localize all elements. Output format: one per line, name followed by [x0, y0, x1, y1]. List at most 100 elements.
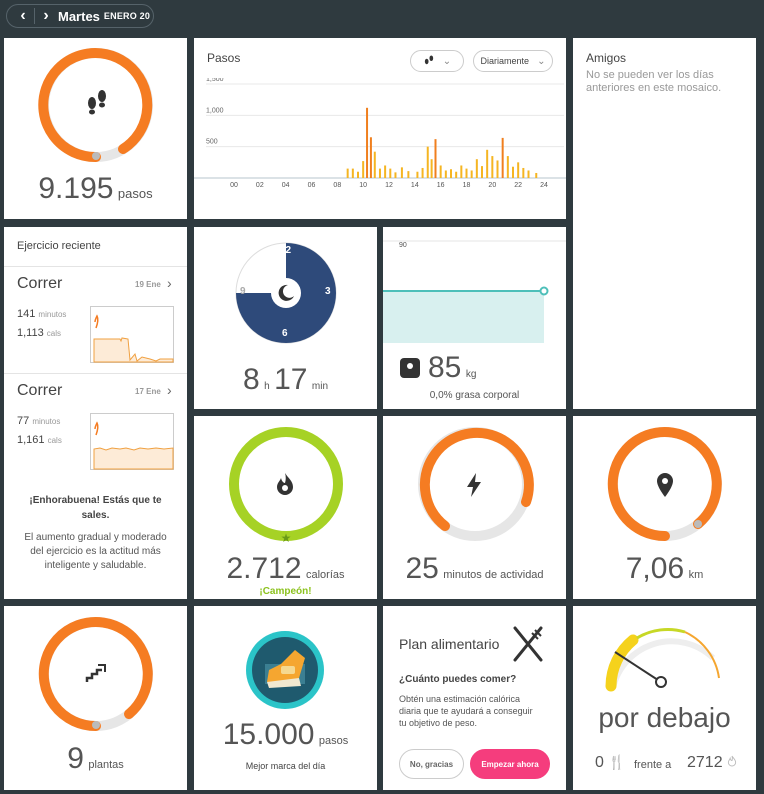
steps-progress-arc	[38, 48, 153, 163]
steps-bar	[357, 171, 359, 178]
exercise-cals-unit: cals	[47, 436, 62, 445]
chevron-down-icon: ⌄	[442, 55, 452, 67]
steps-bar	[378, 168, 381, 178]
next-day-button[interactable]: ›	[43, 7, 49, 24]
friends-message: No se pueden ver los días anteriores en …	[586, 69, 722, 94]
steps-tile[interactable]: 9.195 pasos	[4, 38, 187, 219]
versus-label: frente a	[634, 759, 672, 771]
exercise-date: 17 Ene	[135, 387, 161, 396]
x-tick-label: 12	[385, 182, 393, 189]
badge-unit: pasos	[318, 735, 349, 747]
period-dropdown[interactable]: Diariamente ⌄	[473, 50, 553, 72]
chevron-down-icon: ⌄	[537, 55, 546, 67]
balance-status: por debajo	[598, 702, 731, 733]
floors-tile[interactable]: 9 plantas	[4, 606, 187, 790]
exercise-minutes-unit: minutos	[38, 310, 67, 319]
champion-badge: ¡Campeón!	[259, 586, 312, 597]
x-tick-label: 22	[514, 182, 522, 189]
body-fat-label: 0,0% grasa corporal	[429, 390, 520, 401]
flame-icon	[277, 473, 293, 495]
active-progress-ring	[418, 427, 534, 541]
x-tick-label: 04	[282, 182, 290, 189]
steps-filter-dropdown[interactable]: ⌄	[410, 50, 464, 72]
period-label: Diariamente	[480, 56, 530, 66]
chevron-right-icon[interactable]: ›	[167, 382, 172, 398]
steps-bar	[430, 159, 433, 178]
clock-label-12: 12	[280, 245, 292, 256]
steps-bar	[481, 166, 483, 178]
calories-tile[interactable]: ★ 2.712 calorías ¡Campeón!	[194, 416, 377, 599]
distance-tile[interactable]: 7,06 km	[573, 416, 756, 599]
start-now-button[interactable]: Empezar ahora	[470, 749, 550, 779]
steps-bar	[421, 167, 424, 178]
weight-tile[interactable]: 90 85 85 kg 0,0% grasa corporal	[383, 227, 566, 409]
y-tick-label: 500	[206, 139, 218, 146]
calories-eaten: 0	[595, 754, 604, 771]
friends-tile[interactable]: Amigos No se pueden ver los días anterio…	[573, 38, 756, 409]
steps-bar	[491, 156, 494, 178]
exercise-cals-unit: cals	[46, 329, 62, 338]
clock-label-3: 3	[325, 286, 331, 297]
steps-bar	[439, 165, 442, 178]
x-tick-label: 14	[411, 182, 419, 189]
steps-chart-tile[interactable]: Pasos ⌄ Diariamente ⌄ 1,500 1,000 500 00 02 0…	[194, 38, 566, 219]
steps-bar	[394, 172, 397, 178]
footsteps-icon	[88, 90, 106, 115]
sleep-minutes: 17	[274, 363, 308, 396]
congrats-body: El aumento gradual y moderado del ejerci…	[24, 532, 167, 571]
x-tick-label: 08	[333, 182, 341, 189]
steps-bar	[470, 170, 473, 178]
flame-icon	[94, 314, 99, 329]
steps-bar	[512, 166, 514, 178]
steps-bar	[527, 170, 530, 178]
date-label: ENERO 20	[103, 11, 151, 21]
badge-value: 15.000	[222, 718, 315, 751]
steps-bar	[465, 168, 468, 178]
steps-bar	[346, 168, 349, 178]
badge-tile[interactable]: 15.000 pasos Mejor marca del día	[194, 606, 377, 790]
chevron-right-icon[interactable]: ›	[167, 275, 172, 291]
y-tick-label: 1,000	[206, 107, 224, 114]
exercise-cals: 1,161	[17, 434, 45, 446]
exercise-item[interactable]: Correr 17 Ene › 77 minutos 1,161 cals	[4, 373, 187, 480]
exercise-item[interactable]: Correr 19 Ene › 141 minutos 1,113 cals	[4, 266, 187, 373]
steps-bar	[475, 159, 478, 178]
calories-unit: calorías	[306, 569, 345, 581]
chart-title: Pasos	[207, 51, 241, 65]
floors-progress-ring	[38, 617, 153, 732]
moon-icon	[278, 284, 294, 301]
day-label: Martes	[58, 8, 100, 24]
food-plan-question: ¿Cuánto puedes comer?	[399, 674, 517, 685]
active-minutes-unit: minutos de actividad	[443, 569, 544, 581]
food-plan-title: Plan alimentario	[399, 636, 500, 652]
previous-day-button[interactable]: ‹	[20, 7, 26, 24]
steps-bar	[362, 161, 365, 178]
steps-bar	[517, 162, 520, 178]
x-tick-label: 06	[308, 182, 316, 189]
recent-exercise-tile[interactable]: Ejercicio reciente Correr 19 Ene › 141 m…	[4, 227, 187, 599]
active-minutes-tile[interactable]: 25 minutos de actividad	[383, 416, 566, 599]
sleep-tile[interactable]: 12 3 6 9 8 h 17 min	[194, 227, 377, 409]
divider	[34, 8, 35, 24]
badge-caption: Mejor marca del día	[245, 761, 326, 771]
date-navigator: ‹ › Martes ENERO 20	[6, 4, 154, 28]
calorie-balance-tile[interactable]: por debajo 0 🍴 frente a 2712	[573, 606, 756, 790]
x-tick-label: 02	[256, 182, 264, 189]
decline-button[interactable]: No, gracias	[399, 749, 464, 779]
steps-bar	[384, 165, 387, 178]
steps-bar-chart: 1,500 1,000 500 00 02 04 06 08 10 12 14 16 18 20 22 24	[194, 78, 566, 189]
steps-bar	[496, 160, 499, 178]
x-tick-label: 00	[230, 182, 238, 189]
food-plan-body: Obtén una estimación calórica diaria que…	[399, 694, 533, 728]
steps-bar	[400, 167, 403, 178]
steps-value: 9.195	[38, 172, 114, 205]
exercise-name: Correr	[17, 382, 63, 399]
x-tick-label: 16	[437, 182, 445, 189]
steps-bar	[460, 165, 463, 178]
flame-icon	[94, 421, 99, 436]
food-plan-tile[interactable]: Plan alimentario ¿Cuánto puedes comer? O…	[383, 606, 566, 790]
steps-bar	[426, 146, 429, 178]
heart-rate-chart	[90, 306, 174, 363]
x-tick-label: 24	[540, 182, 548, 189]
x-tick-label: 18	[463, 182, 471, 189]
